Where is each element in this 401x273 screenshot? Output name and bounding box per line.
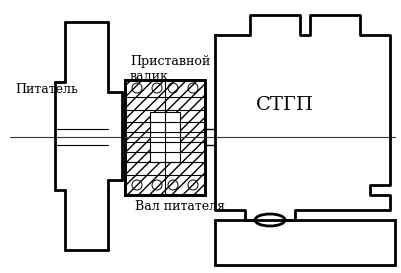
Text: СТГП: СТГП bbox=[255, 96, 313, 114]
Ellipse shape bbox=[254, 214, 284, 226]
Text: Вал питателя: Вал питателя bbox=[135, 200, 225, 213]
Bar bbox=[125, 80, 205, 195]
Bar bbox=[150, 112, 180, 162]
Bar bbox=[125, 80, 205, 195]
Text: Питатель: Питатель bbox=[15, 84, 78, 96]
Bar bbox=[215, 220, 394, 265]
Text: Приставной
валик: Приставной валик bbox=[130, 55, 210, 83]
